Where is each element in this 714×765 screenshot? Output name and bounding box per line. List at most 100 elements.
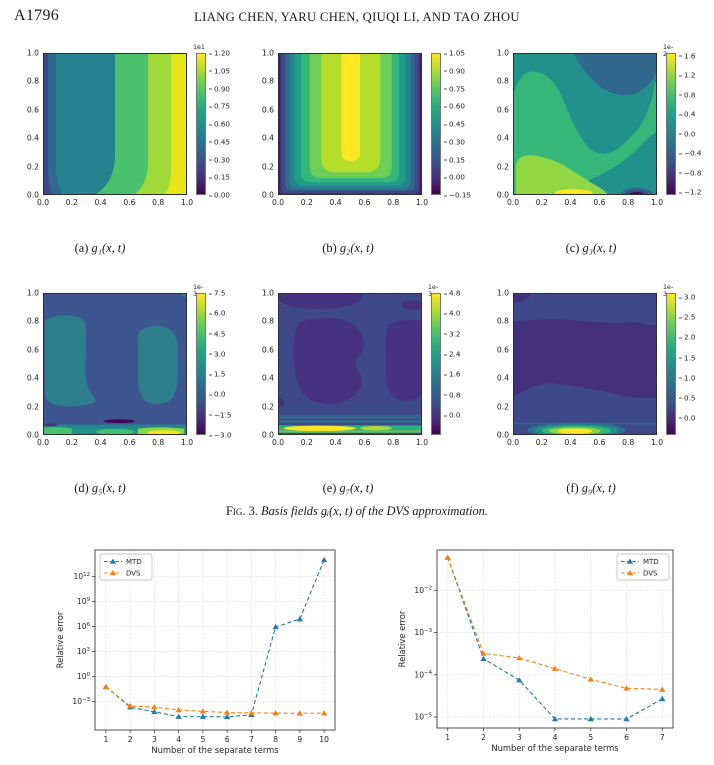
caption-index: (e)	[322, 481, 337, 495]
contour-band	[163, 53, 187, 195]
marker-DVS	[623, 685, 630, 691]
marker-DVS	[516, 654, 523, 661]
x-axis-tick-labels: 0.0 0.2 0.4 0.6 0.8 1.0	[272, 438, 428, 448]
colorbar-tick-label: 0.45	[444, 120, 465, 129]
colorbar-tick-label: 2.0	[679, 333, 695, 342]
colorbar-tick-label: 0.90	[209, 84, 230, 93]
marker-DVS	[296, 710, 303, 716]
legend-marker-DVS	[109, 570, 117, 576]
colorbar	[666, 293, 676, 435]
x-tick-label: 1.0	[650, 438, 664, 447]
subplot-g9: 1.0 0.8 0.6 0.4 0.2 0.0 0.0 0.2 0.4 0.6 0.8 1.0 1e…	[497, 284, 696, 447]
contour-band	[513, 293, 532, 303]
colorbar-tick-label: 1.2	[679, 71, 695, 80]
colorbar-tick-label: 1.05	[444, 49, 465, 58]
colorbar-tick-labels: 1.05 0.90 0.75 0.60 0.45 0.30 0.15 0.00 −0.15	[444, 49, 478, 200]
colorbar-tick-label: 0.30	[444, 137, 465, 146]
x-tick-label: 7	[249, 735, 254, 744]
contour-band	[278, 293, 363, 309]
x-tick-label: 0.2	[65, 198, 78, 207]
y-tick-label: 0.6	[261, 345, 274, 355]
marker-DVS	[151, 704, 158, 710]
colorbar-tick-label: 0.8	[444, 390, 460, 399]
x-tick-label: 0.4	[564, 438, 577, 447]
marker-MTD	[320, 556, 328, 563]
caption-math: g₃(x, t)	[582, 241, 617, 255]
x-tick-label: 1.0	[180, 438, 194, 447]
x-tick-label: 3	[517, 733, 522, 742]
colorbar-tick-label: −1.5	[209, 410, 231, 419]
contour-band	[278, 432, 422, 435]
contour-band	[278, 430, 422, 433]
colorbar-tick-label: −3.0	[209, 431, 231, 440]
x-tick-label: 1.0	[180, 198, 194, 207]
colorbar-tick-label: 1.20	[209, 49, 230, 58]
marker-MTD	[480, 655, 487, 662]
x-tick-label: 10	[319, 735, 329, 744]
x-tick-label: 0.0	[506, 198, 520, 207]
colorbar-tick-labels: 1.20 1.05 0.90 0.75 0.60 0.45 0.30 0.15 0.00	[209, 49, 243, 200]
colorbar-tick-label: 1.6	[679, 51, 695, 60]
subplot-g2: 1.0 0.8 0.6 0.4 0.2 0.0 0.0 0.2 0.4 0.6 0.8 1.0 1.…	[262, 49, 471, 208]
colorbar	[196, 293, 206, 435]
y-tick-label: 0.4	[26, 133, 39, 143]
y-tick-label: 10−3	[72, 697, 90, 706]
marker-MTD	[587, 715, 594, 722]
contour-band	[138, 325, 178, 405]
y-tick-label: 1.0	[261, 288, 274, 298]
colorbar-tick-label: 0.75	[209, 102, 230, 111]
y-tick-label: 0.2	[26, 402, 39, 412]
colorbar-tick-label: 2.4	[444, 350, 460, 359]
y-axis-tick-labels: 1.0 0.8 0.6 0.4 0.2 0.0	[244, 49, 274, 200]
contour-band	[43, 53, 64, 195]
x-tick-label: 0.6	[123, 198, 136, 207]
colorbar	[431, 53, 441, 195]
colorbar	[666, 53, 676, 195]
legend-marker-MTD	[109, 558, 117, 564]
contour-band	[103, 419, 136, 424]
contour-field-g2	[278, 53, 422, 195]
y-tick-label: 0.8	[261, 316, 274, 326]
y-axis-tick-labels: 1.0 0.8 0.6 0.4 0.2 0.0	[9, 49, 39, 200]
colorbar-tick-label: −0.15	[444, 191, 471, 200]
colorbar-tick-label: 1.5	[679, 353, 695, 362]
x-tick-label: 1	[103, 735, 108, 744]
colorbar-tick-label: 0.75	[444, 84, 465, 93]
caption-index: (b)	[322, 241, 337, 255]
y-tick-label: 0.4	[496, 133, 509, 143]
x-tick-label: 1	[445, 733, 450, 742]
x-tick-label: 4	[553, 733, 558, 742]
y-tick-label: 0.8	[496, 76, 509, 86]
caption-index: (d)	[74, 481, 89, 495]
running-title: LIANG CHEN, YARU CHEN, QIUQI LI, AND TAO…	[194, 10, 520, 24]
x-tick-label: 5	[200, 735, 205, 744]
x-tick-label: 0.8	[152, 438, 165, 447]
x-tick-label: 2	[481, 733, 486, 742]
caption-math: g₁(x, t)	[91, 241, 126, 255]
colorbar-tick-label: 3.0	[679, 293, 695, 302]
colorbar-tick-label: 0.15	[209, 173, 230, 182]
figure-caption-tag: Fig. 3.	[226, 504, 258, 518]
y-tick-label: 1.0	[26, 288, 39, 298]
legend-label-DVS: DVS	[643, 570, 658, 578]
marker-DVS	[224, 709, 231, 715]
legend-label-MTD: MTD	[126, 558, 142, 566]
y-axis-label: Relative error	[397, 610, 407, 667]
subplot-caption-b: (b) g₂(x, t)	[322, 241, 373, 256]
contour-band	[513, 319, 657, 399]
contour-band	[43, 426, 72, 435]
x-tick-label: 7	[660, 733, 665, 742]
y-axis-tick-labels: 1.0 0.8 0.6 0.4 0.2 0.0	[479, 49, 509, 200]
y-tick-label: 0.0	[496, 430, 509, 440]
y-tick-label: 0.0	[26, 430, 39, 440]
colorbar-tick-label: 0.0	[679, 413, 695, 422]
colorbar-tick-label: 0.0	[444, 411, 460, 420]
series-line-DVS	[105, 686, 325, 714]
y-tick-label: 0.8	[26, 76, 39, 86]
contour-band	[401, 300, 422, 310]
x-axis-label: Number of the separate terms	[491, 743, 618, 753]
colorbar-scale-label: 1e1	[193, 44, 205, 51]
colorbar-tick-label: 1.05	[209, 66, 230, 75]
colorbar-tick-label: 7.5	[209, 289, 225, 298]
marker-MTD	[175, 713, 182, 719]
